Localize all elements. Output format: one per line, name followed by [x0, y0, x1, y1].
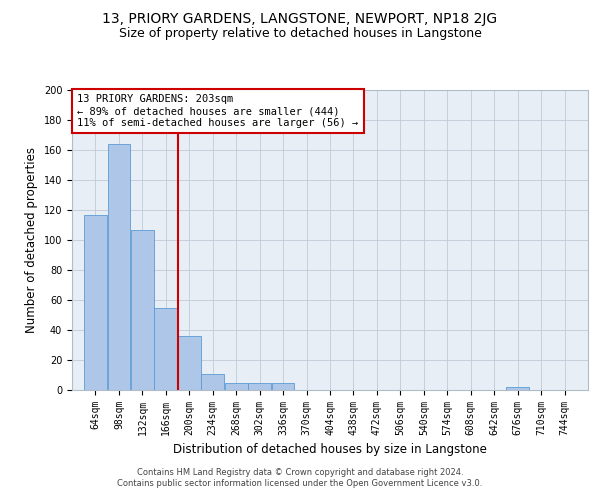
Bar [131, 230, 154, 390]
Bar [107, 144, 130, 390]
Bar [178, 336, 200, 390]
Y-axis label: Number of detached properties: Number of detached properties [25, 147, 38, 333]
Text: Size of property relative to detached houses in Langstone: Size of property relative to detached ho… [119, 28, 481, 40]
Bar [202, 374, 224, 390]
Bar [272, 382, 295, 390]
Text: 13 PRIORY GARDENS: 203sqm
← 89% of detached houses are smaller (444)
11% of semi: 13 PRIORY GARDENS: 203sqm ← 89% of detac… [77, 94, 358, 128]
Bar [506, 387, 529, 390]
Bar [154, 308, 177, 390]
Text: Contains HM Land Registry data © Crown copyright and database right 2024.
Contai: Contains HM Land Registry data © Crown c… [118, 468, 482, 487]
Text: 13, PRIORY GARDENS, LANGSTONE, NEWPORT, NP18 2JG: 13, PRIORY GARDENS, LANGSTONE, NEWPORT, … [103, 12, 497, 26]
X-axis label: Distribution of detached houses by size in Langstone: Distribution of detached houses by size … [173, 444, 487, 456]
Bar [84, 214, 107, 390]
Bar [248, 382, 271, 390]
Bar [225, 382, 248, 390]
